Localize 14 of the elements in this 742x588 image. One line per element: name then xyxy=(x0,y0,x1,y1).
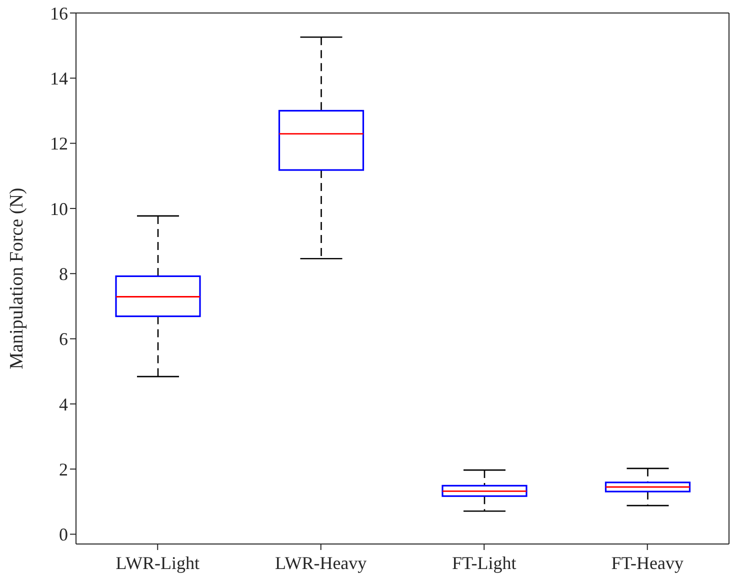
y-tick-label: 14 xyxy=(50,68,68,89)
x-tick-label: LWR-Heavy xyxy=(275,552,367,573)
y-tick-label: 10 xyxy=(50,198,68,219)
y-tick-label: 2 xyxy=(59,459,68,480)
y-tick-label: 4 xyxy=(59,394,68,414)
x-tick-label: LWR-Light xyxy=(116,552,200,573)
y-axis-title: Manipulation Force (N) xyxy=(6,188,28,370)
x-tick-label: FT-Heavy xyxy=(611,552,684,573)
y-tick-label: 6 xyxy=(59,329,68,350)
y-tick-label: 0 xyxy=(59,524,68,545)
y-tick-label: 8 xyxy=(59,264,68,284)
y-tick-label: 12 xyxy=(50,134,68,154)
x-tick-label: FT-Light xyxy=(452,552,516,573)
y-tick-label: 16 xyxy=(50,3,68,24)
